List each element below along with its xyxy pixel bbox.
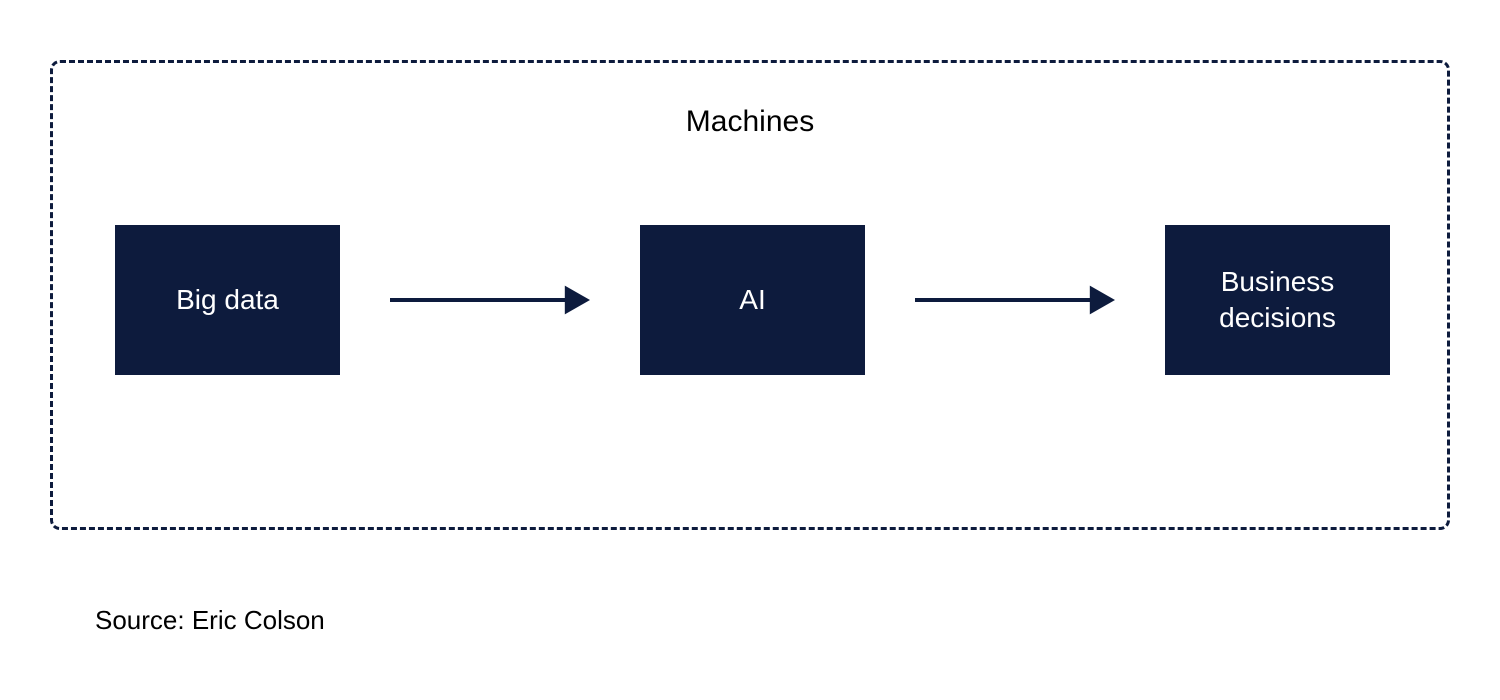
source-text: Source: Eric Colson (95, 605, 325, 635)
node-big-data: Big data (115, 225, 340, 375)
node-ai: AI (640, 225, 865, 375)
diagram-title: Machines (50, 105, 1450, 139)
node-label: Big data (176, 284, 279, 316)
source-attribution: Source: Eric Colson (95, 605, 325, 636)
node-label: Business decisions (1165, 264, 1390, 337)
arrow-big-data-to-ai (360, 270, 620, 330)
arrow-ai-to-business-decisions (885, 270, 1145, 330)
title-text: Machines (686, 105, 814, 138)
node-label: AI (739, 284, 765, 316)
node-business-decisions: Business decisions (1165, 225, 1390, 375)
